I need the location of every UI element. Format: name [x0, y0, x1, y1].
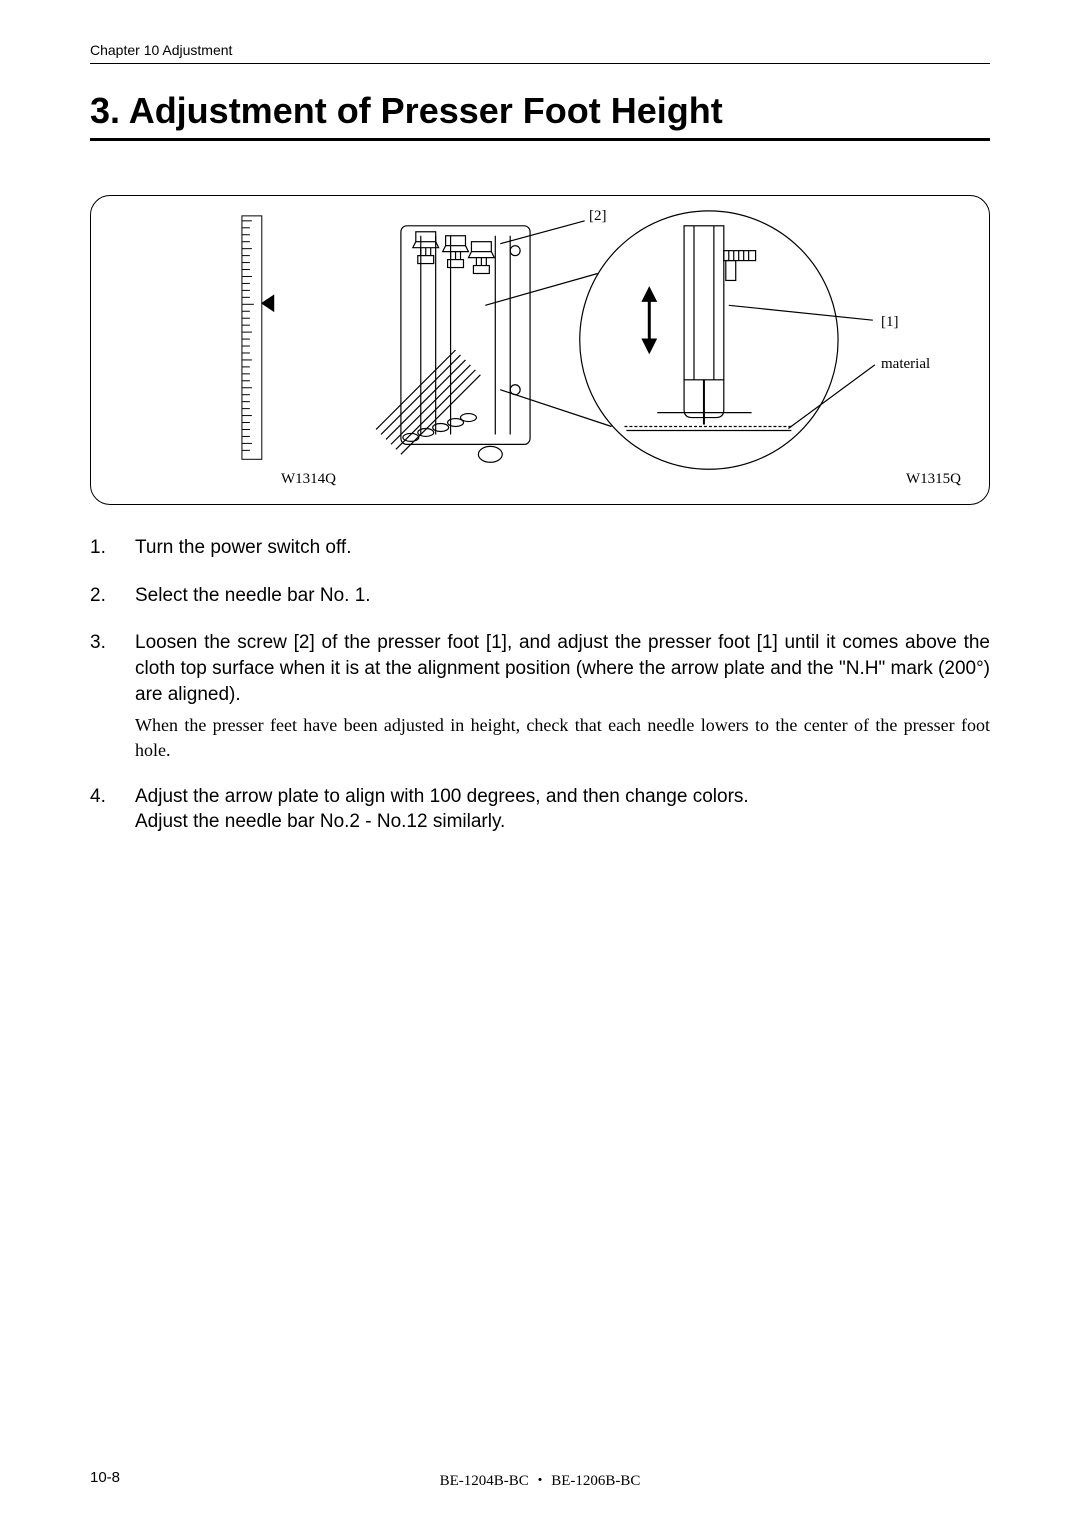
model-number: BE-1204B-BC ・ BE-1206B-BC [90, 1469, 990, 1490]
step-1: 1. Turn the power switch off. [90, 535, 990, 561]
step-note: When the presser feet have been adjusted… [135, 713, 990, 762]
figure-label-right: W1315Q [906, 471, 961, 488]
step-number: 4. [90, 784, 135, 835]
page-footer: 10-8 BE-1204B-BC ・ BE-1206B-BC [90, 1469, 990, 1486]
page-header: Chapter 10 Adjustment [90, 42, 990, 64]
figure-container: [2] [1] material W1314Q W1315Q [90, 195, 990, 505]
callout-material: material [881, 356, 930, 373]
step-number: 3. [90, 630, 135, 762]
step-3: 3. Loosen the screw [2] of the presser f… [90, 630, 990, 762]
step-number: 2. [90, 583, 135, 609]
step-text: Loosen the screw [2] of the presser foot… [135, 632, 990, 704]
step-number: 1. [90, 535, 135, 561]
step-body: Turn the power switch off. [135, 535, 990, 561]
step-body: Adjust the arrow plate to align with 100… [135, 784, 990, 835]
step-2: 2. Select the needle bar No. 1. [90, 583, 990, 609]
step-text: Adjust the arrow plate to align with 100… [135, 786, 749, 833]
instructions-list: 1. Turn the power switch off. 2. Select … [90, 535, 990, 857]
step-body: Select the needle bar No. 1. [135, 583, 990, 609]
section-title: 3. Adjustment of Presser Foot Height [90, 90, 990, 141]
figure-label-left: W1314Q [281, 471, 336, 488]
technical-diagram [91, 196, 989, 504]
step-body: Loosen the screw [2] of the presser foot… [135, 630, 990, 762]
title-text: 3. Adjustment of Presser Foot Height [90, 90, 723, 131]
chapter-label: Chapter 10 Adjustment [90, 42, 232, 58]
step-4: 4. Adjust the arrow plate to align with … [90, 784, 990, 835]
callout-2: [2] [589, 208, 607, 225]
callout-1: [1] [881, 314, 899, 331]
